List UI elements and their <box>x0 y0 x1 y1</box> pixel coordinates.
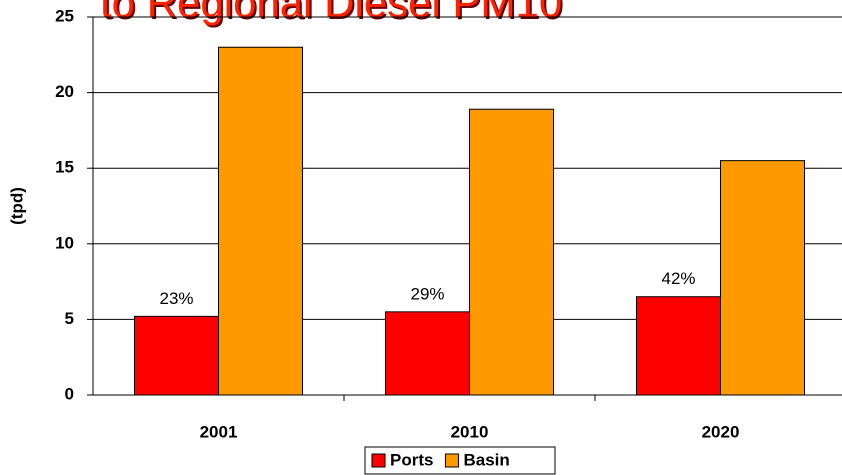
legend-label: Basin <box>463 450 509 469</box>
x-tick-label: 2020 <box>702 422 740 441</box>
x-tick-label: 2010 <box>451 422 489 441</box>
y-tick-label: 25 <box>55 6 74 25</box>
annotation: 29% <box>410 284 444 303</box>
bar <box>469 108 554 396</box>
legend-swatch <box>371 453 386 468</box>
bar <box>385 311 470 396</box>
y-tick-label: 0 <box>65 384 74 403</box>
annotation: 42% <box>661 269 695 288</box>
legend-swatch <box>444 453 459 468</box>
y-tick-label: 5 <box>65 309 74 328</box>
legend-label: Ports <box>390 450 433 469</box>
y-tick-label: 10 <box>55 233 74 252</box>
bar <box>636 296 721 396</box>
legend-box <box>364 446 556 475</box>
annotation: 23% <box>159 289 193 308</box>
y-tick-label: 20 <box>55 82 74 101</box>
bar <box>218 46 303 396</box>
x-tick-label: 2001 <box>200 422 238 441</box>
y-tick-label: 15 <box>55 158 74 177</box>
bar <box>720 160 805 396</box>
y-axis-label: (tpd) <box>7 187 26 225</box>
chart-title-shadow: to Regional Diesel PM10 <box>102 0 564 28</box>
bar <box>134 315 219 396</box>
chart-title: to Regional Diesel PM10 <box>100 0 562 26</box>
